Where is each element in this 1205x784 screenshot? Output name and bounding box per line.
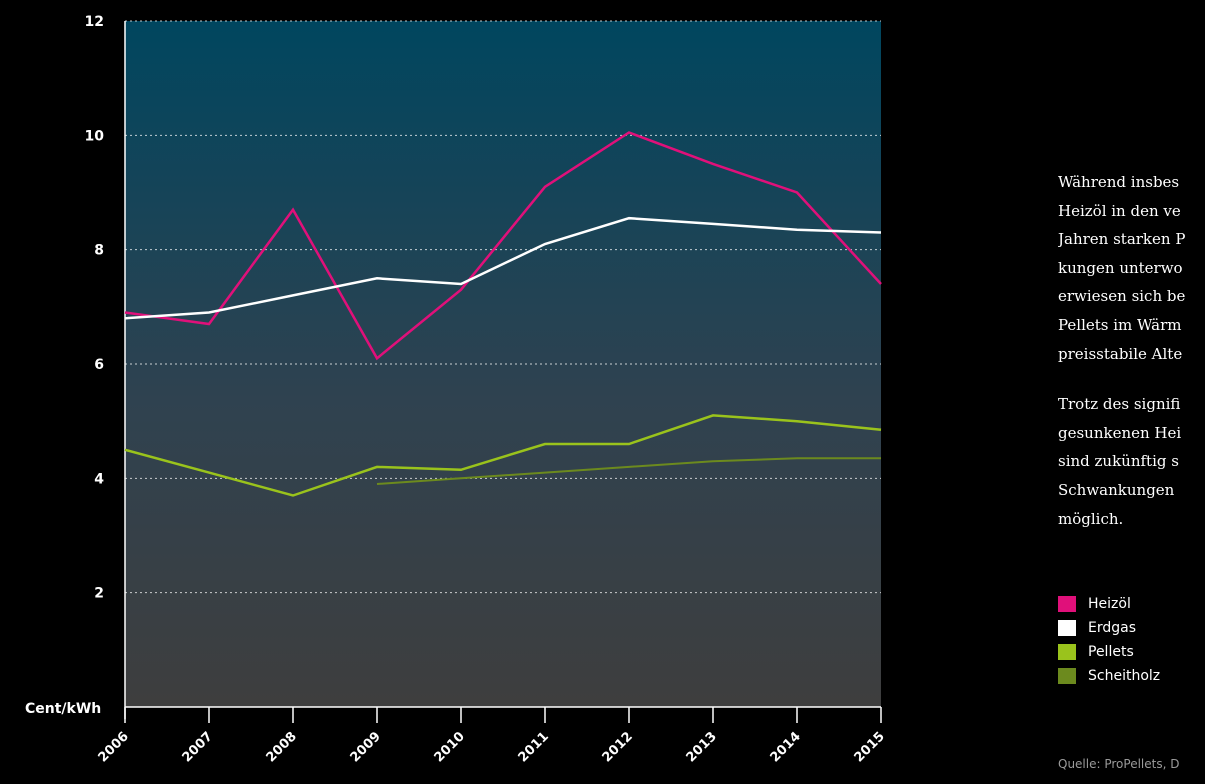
text-line: Während insbes [1058, 173, 1180, 191]
series-line-heizoel [124, 131, 882, 361]
legend-swatch [1058, 644, 1076, 660]
text-line: Jahren starken P [1058, 230, 1186, 249]
paragraph-1: Während insbes Heizöl in den ve Jahren s… [1058, 168, 1205, 368]
x-tick-label: 2014 [768, 729, 804, 765]
legend-label: Pellets [1088, 644, 1134, 660]
x-tick-label: 2010 [432, 729, 468, 765]
y-axis-unit-label: Cent/kWh [25, 701, 101, 717]
text-line: gesunkenen Hei [1058, 423, 1182, 442]
legend: Heizöl Erdgas Pellets Scheitholz [1058, 594, 1160, 690]
text-line: erwiesen sich be [1058, 287, 1186, 306]
series-line-pellets [124, 414, 882, 497]
legend-label: Erdgas [1088, 620, 1137, 636]
y-tick-label: 2 [94, 586, 104, 602]
legend-item-heizoel: Heizöl [1058, 594, 1160, 614]
plot-area [125, 21, 881, 707]
text-line: Trotz des signifi [1058, 395, 1181, 414]
source-note: Quelle: ProPellets, D [1058, 757, 1180, 771]
line-chart: 2 4 6 8 10 12 2006 2007 2008 2009 2010 2011 2012 2013… [25, 14, 888, 765]
text-line: Schwankungen [1058, 480, 1175, 499]
x-tick-label: 2008 [264, 729, 300, 765]
legend-item-erdgas: Erdgas [1058, 618, 1160, 638]
legend-swatch [1058, 620, 1076, 636]
legend-item-scheitholz: Scheitholz [1058, 666, 1160, 686]
legend-swatch [1058, 668, 1076, 684]
y-tick-label: 8 [94, 243, 104, 259]
y-tick-label: 6 [94, 357, 104, 373]
text-line: Heizöl in den ve [1058, 201, 1181, 220]
text-line: preisstabile Alte [1058, 344, 1183, 363]
text-line: kungen unterwo [1058, 258, 1183, 277]
x-tick-label: 2013 [684, 729, 720, 765]
x-tick-label: 2012 [600, 729, 636, 765]
x-tick-label: 2009 [348, 729, 384, 765]
legend-item-pellets: Pellets [1058, 642, 1160, 662]
legend-swatch [1058, 596, 1076, 612]
x-tick-label: 2015 [852, 729, 888, 765]
legend-label: Heizöl [1088, 596, 1131, 612]
legend-label: Scheitholz [1088, 668, 1161, 684]
x-tick-label: 2006 [96, 729, 132, 765]
series-line-erdgas [124, 216, 882, 320]
series-line-scheitholz [376, 457, 881, 485]
text-line: Pellets im Wärm [1058, 315, 1182, 334]
y-tick-label: 12 [85, 14, 104, 30]
y-tick-label: 10 [85, 128, 105, 144]
text-line: möglich. [1058, 509, 1124, 528]
paragraph-2: Trotz des signifi gesunkenen Hei sind zu… [1058, 390, 1205, 533]
text-line: sind zukünftig s [1058, 452, 1179, 471]
description-text: Während insbes Heizöl in den ve Jahren s… [1058, 168, 1205, 555]
x-tick-label: 2007 [180, 729, 216, 765]
x-tick-label: 2011 [516, 729, 552, 765]
y-tick-label: 4 [94, 471, 104, 487]
